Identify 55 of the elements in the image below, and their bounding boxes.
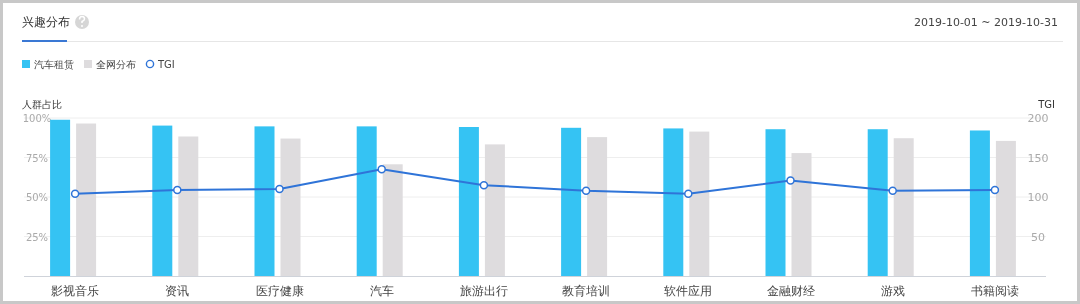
bar (152, 125, 173, 276)
bar (280, 138, 301, 276)
bar (867, 129, 888, 276)
text: 2019-10-01 ~ 2019-10-31 (913, 16, 1058, 29)
y-tick-label: 100% (22, 113, 52, 124)
bar (765, 129, 786, 276)
bar (254, 126, 275, 276)
point (888, 186, 897, 195)
bar (893, 138, 914, 276)
bar (382, 164, 403, 276)
x-tick-label: 书籍阅读 (970, 284, 1019, 298)
point (684, 189, 693, 199)
point (786, 176, 795, 185)
point (70, 189, 80, 199)
y2-tick-label: 200 (1027, 112, 1049, 125)
point (173, 185, 182, 195)
bar (995, 140, 1016, 276)
y2-axis-title: TGI (1037, 99, 1055, 110)
legend-label: 全网分布 (96, 59, 136, 70)
y-tick-label: 25% (25, 231, 49, 243)
x-tick-label: 汽车 (369, 284, 394, 298)
point (377, 165, 386, 174)
chart-title: 兴趣分布 (22, 15, 70, 29)
x-tick-label: 旅游出行 (459, 284, 508, 298)
legend-label: 汽车租赁 (34, 59, 74, 70)
x-tick-label: 资讯 (165, 284, 190, 298)
bar (458, 127, 479, 276)
x-tick-label: 教育培训 (562, 284, 611, 298)
y2-tick-label: 150 (1027, 151, 1049, 165)
x-tick-label: 金融财经 (766, 284, 815, 298)
y2-tick-label: 100 (1027, 191, 1049, 204)
point (990, 185, 1000, 195)
bar (76, 123, 97, 276)
bar (178, 136, 199, 276)
point (581, 186, 591, 195)
bar (791, 153, 812, 276)
bar (969, 130, 990, 276)
legend-label: TGI (157, 59, 175, 70)
x-tick-label: 医疗健康 (255, 284, 304, 298)
bar (561, 127, 582, 276)
bar (484, 144, 505, 276)
y2-tick-label: 50 (1031, 230, 1045, 244)
x-tick-label: 软件应用 (664, 284, 713, 298)
bar (663, 128, 684, 276)
bar (356, 126, 377, 276)
bar (689, 131, 710, 276)
x-tick-label: 影视音乐 (51, 284, 100, 298)
point (275, 184, 284, 194)
point (479, 180, 489, 190)
bar (50, 119, 71, 276)
bar (587, 137, 608, 276)
y-tick-label: 75% (25, 152, 49, 164)
y-axis-title: 人群占比 (22, 99, 62, 110)
x-tick-label: 游戏 (880, 284, 905, 298)
y-tick-label: 50% (25, 192, 49, 203)
